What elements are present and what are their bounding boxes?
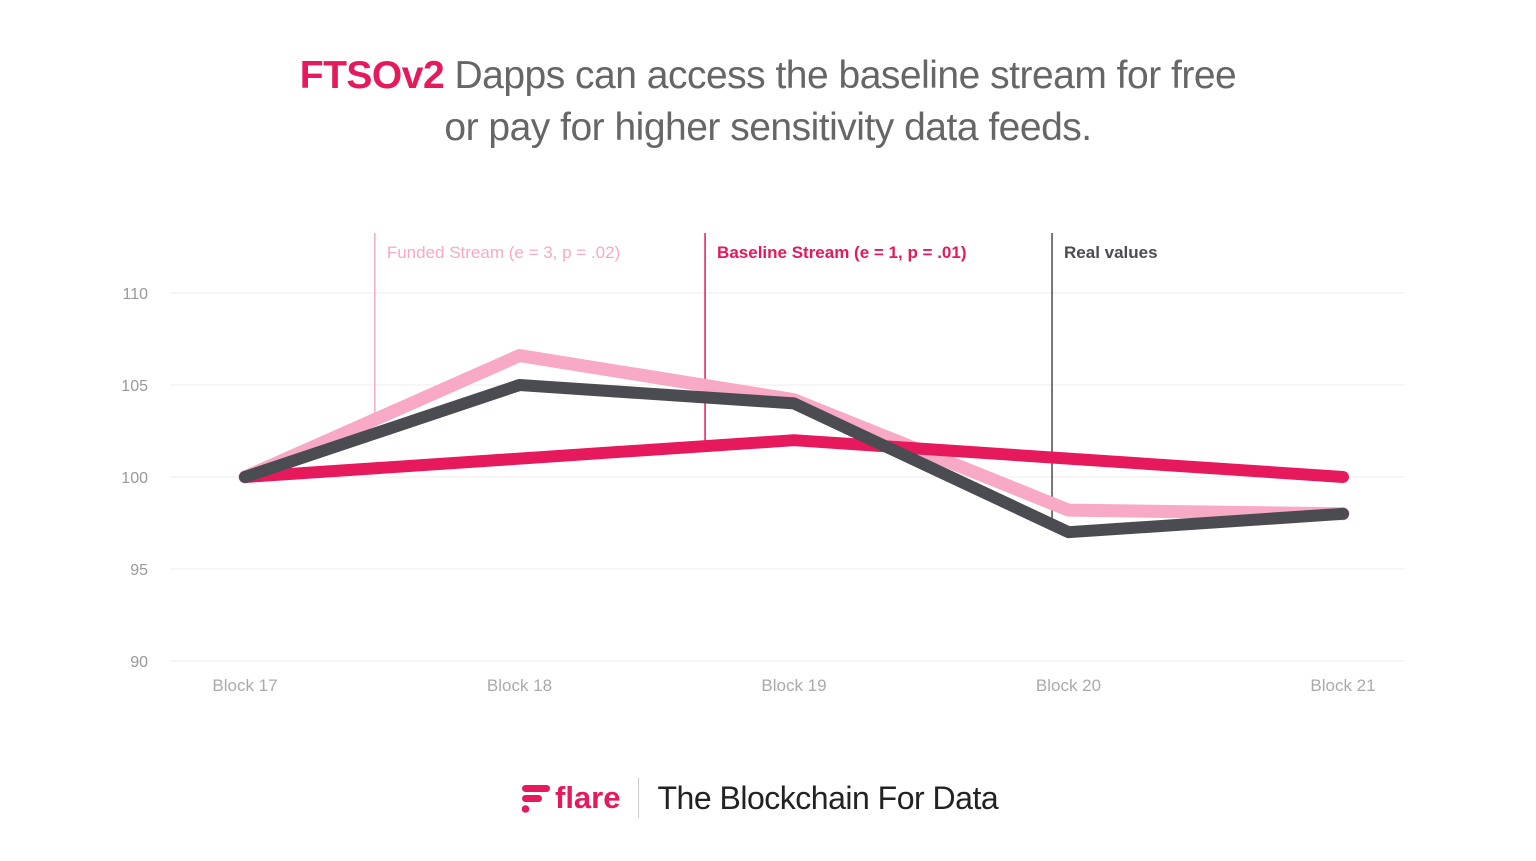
- series-line: [239, 379, 1349, 539]
- y-tick-label: 90: [130, 654, 148, 671]
- legend-label: Funded Stream (e = 3, p = .02): [387, 243, 620, 262]
- x-tick-label: Block 20: [1036, 676, 1101, 695]
- x-tick-label: Block 21: [1310, 676, 1375, 695]
- x-tick-label: Block 18: [487, 676, 552, 695]
- tagline: The Blockchain For Data: [657, 779, 999, 816]
- title-line1: Dapps can access the baseline stream for…: [444, 54, 1237, 97]
- y-tick-label: 110: [122, 286, 148, 303]
- legend-label: Real values: [1064, 243, 1158, 262]
- logo-text: flare: [555, 780, 621, 815]
- footer: flare The Blockchain For Data: [518, 775, 999, 821]
- y-tick-label: 100: [121, 470, 148, 487]
- title-highlight: FTSOv2: [299, 54, 445, 97]
- x-tick-label: Block 19: [761, 676, 826, 695]
- y-tick-label: 95: [130, 562, 148, 579]
- legend-label: Baseline Stream (e = 1, p = .01): [717, 243, 966, 262]
- x-tick-label: Block 17: [212, 676, 277, 695]
- title-line2: or pay for higher sensitivity data feeds…: [444, 106, 1092, 149]
- flare-logo: flare: [518, 780, 620, 816]
- chart-title: FTSOv2 Dapps can access the baseline str…: [0, 50, 1536, 154]
- footer-divider: [638, 778, 640, 818]
- y-tick-label: 105: [121, 378, 148, 395]
- series-line: [239, 434, 1349, 483]
- flare-icon: [521, 785, 550, 813]
